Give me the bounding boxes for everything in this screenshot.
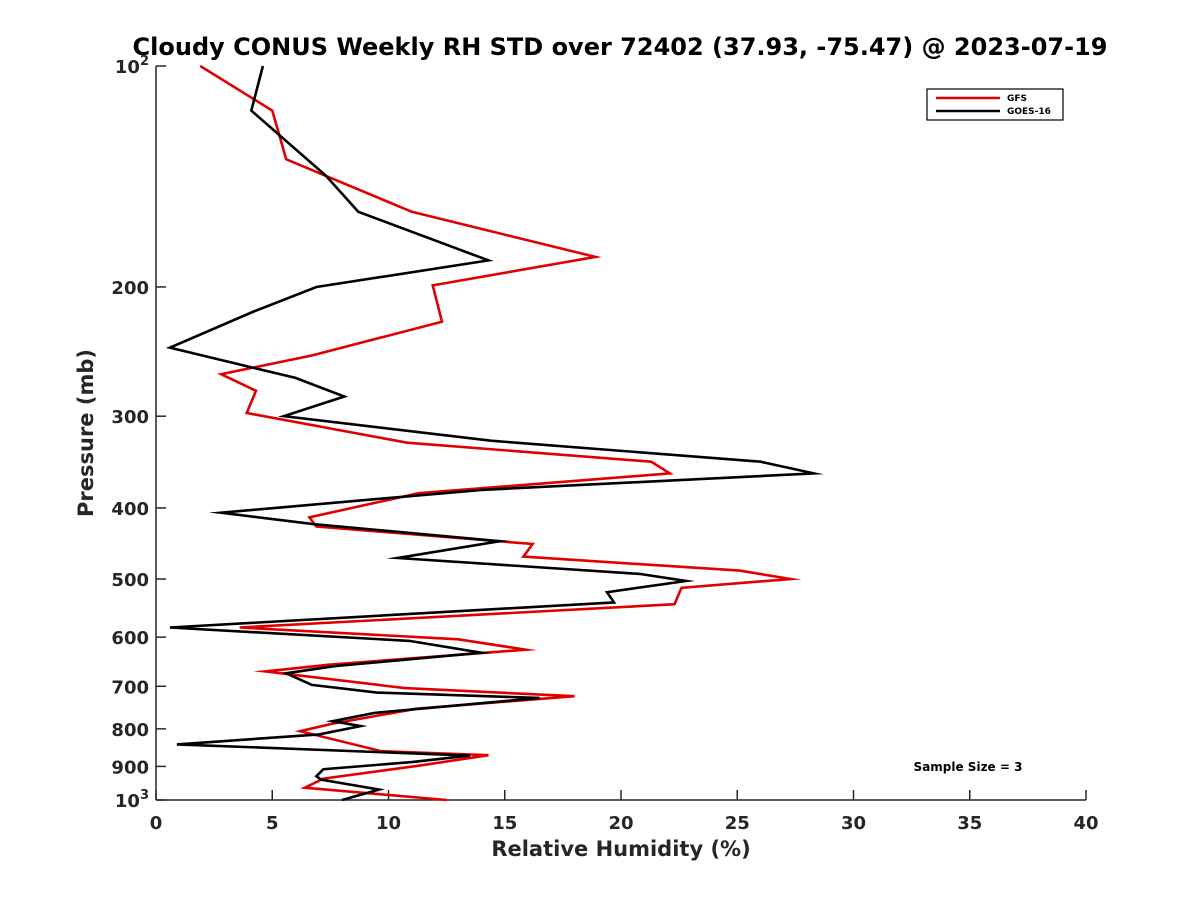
y-tick-label: 500	[111, 570, 149, 591]
sample-size-annotation: Sample Size = 3	[914, 760, 1023, 774]
x-ticks: 0 5 10 15 20 25 30 35 40	[150, 790, 1099, 834]
x-tick-label: 40	[1073, 813, 1098, 834]
series-line-gfs	[199, 64, 802, 802]
series-lines	[165, 64, 824, 802]
x-axis-label: Relative Humidity (%)	[491, 837, 750, 861]
y-ticks: 102 200 300 400 500 600 700 800 900 103	[111, 54, 166, 812]
y-tick-label: 600	[111, 628, 149, 649]
y-tick-label: 200	[111, 278, 149, 299]
legend: GFS GOES-16	[926, 88, 1064, 121]
y-tick-label: 900	[111, 757, 149, 778]
x-tick-label: 0	[150, 813, 163, 834]
x-tick-label: 30	[841, 813, 866, 834]
chart-title: Cloudy CONUS Weekly RH STD over 72402 (3…	[133, 33, 1108, 61]
y-tick-label: 103	[115, 788, 149, 812]
legend-label-gfs: GFS	[1007, 94, 1027, 104]
series-line-goes-16	[165, 65, 824, 802]
y-tick-label: 800	[111, 720, 149, 741]
legend-items: GFS GOES-16	[936, 94, 1051, 117]
y-axis-label: Pressure (mb)	[74, 349, 98, 517]
y-tick-label: 400	[111, 499, 149, 520]
x-tick-label: 5	[266, 813, 279, 834]
x-tick-label: 15	[492, 813, 517, 834]
y-tick-label: 300	[111, 407, 149, 428]
y-tick-label: 102	[115, 54, 149, 78]
legend-label-goes-16: GOES-16	[1007, 107, 1051, 117]
x-tick-label: 35	[957, 813, 982, 834]
plot-area: 0 5 10 15 20 25 30 35 40 102 200 300 400 500 600 700 80…	[111, 54, 1098, 834]
x-tick-label: 20	[608, 813, 633, 834]
x-tick-label: 10	[376, 813, 401, 834]
legend-box	[926, 88, 1064, 121]
x-tick-label: 25	[725, 813, 750, 834]
y-tick-label: 700	[111, 677, 149, 698]
